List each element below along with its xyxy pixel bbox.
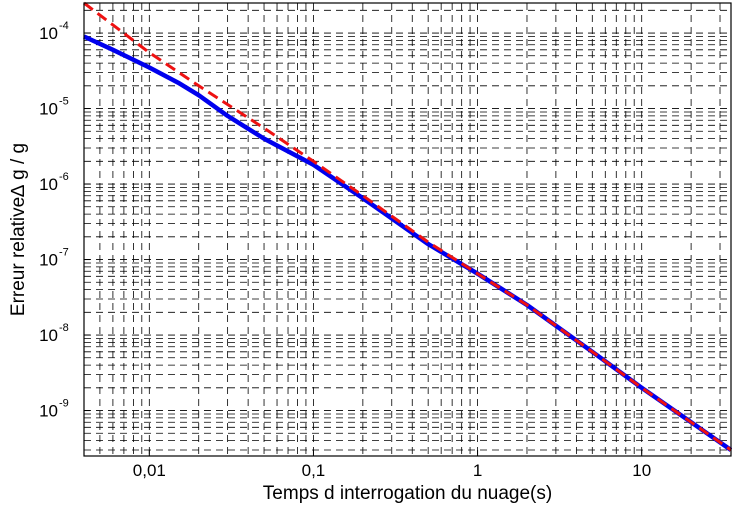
- y-tick-exponent: -6: [59, 171, 69, 183]
- y-tick-base: 10: [39, 24, 58, 43]
- y-tick-label: 10 -6: [39, 171, 69, 194]
- plot-frame: [83, 2, 732, 457]
- y-tick-exponent: -4: [59, 20, 69, 32]
- y-tick-exponent: -8: [59, 322, 69, 334]
- y-axis-ticks: 10-910-810-710-610-510-4: [39, 20, 90, 421]
- y-tick-label: 10 -5: [39, 96, 69, 119]
- x-axis-ticks: 0,01 0,1 1 10: [133, 450, 651, 480]
- y-tick-exponent: -5: [59, 96, 69, 108]
- y-axis-label: Erreur relative∆ g / g: [8, 143, 29, 316]
- x-tick-label: 1: [473, 461, 482, 480]
- y-tick-base: 10: [39, 100, 58, 119]
- y-tick-base: 10: [39, 175, 58, 194]
- y-tick-label: 10 -4: [39, 20, 69, 43]
- y-tick-label: 10 -7: [39, 247, 69, 270]
- x-tick-label: 0,01: [133, 461, 166, 480]
- x-tick-label: 10: [632, 461, 651, 480]
- y-tick-label: 10 -8: [39, 322, 69, 345]
- series-lines: [83, 1, 732, 452]
- y-tick-exponent: -7: [59, 247, 69, 259]
- x-axis-label: Temps d interrogation du nuage(s): [263, 483, 552, 504]
- y-tick-base: 10: [39, 251, 58, 270]
- x-tick-label: 0,1: [302, 461, 326, 480]
- y-tick-label: 10 -9: [39, 398, 69, 421]
- y-tick-base: 10: [39, 402, 58, 421]
- y-tick-exponent: -9: [59, 398, 69, 410]
- series-line-2: [83, 1, 732, 452]
- y-tick-base: 10: [39, 326, 58, 345]
